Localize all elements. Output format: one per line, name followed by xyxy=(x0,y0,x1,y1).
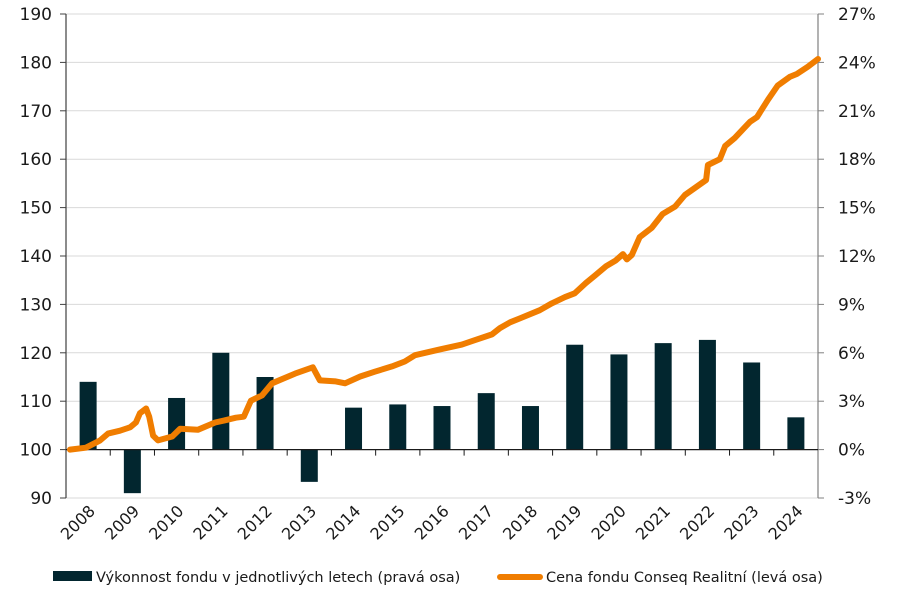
x-tick-label: 2009 xyxy=(101,501,143,543)
price-line xyxy=(67,56,821,453)
left-tick-label: 110 xyxy=(20,392,52,412)
left-tick-label: 170 xyxy=(20,102,52,122)
right-tick-label: 3% xyxy=(838,392,865,412)
x-tick-label: 2021 xyxy=(632,501,674,543)
x-tick-label: 2013 xyxy=(278,501,320,543)
left-tick-label: 120 xyxy=(20,344,52,364)
left-tick-label: 160 xyxy=(20,150,52,170)
left-tick-label: 130 xyxy=(20,295,52,315)
right-tick-label: 6% xyxy=(838,344,865,364)
x-tick-label: 2019 xyxy=(543,501,585,543)
legend-label-line: Cena fondu Conseq Realitní (levá osa) xyxy=(546,570,823,586)
right-tick-label: -3% xyxy=(838,489,871,509)
right-axis-ticks: -3% 0% 3% 6% 9% 12% 15% 18% 21% 24% 27% xyxy=(818,5,876,509)
left-axis-ticks: 90 100 110 120 130 140 150 160 170 180 190 xyxy=(20,5,66,509)
left-tick-label: 150 xyxy=(20,199,52,219)
x-tick-label: 2023 xyxy=(720,501,762,543)
right-tick-label: 15% xyxy=(838,199,876,219)
bar xyxy=(743,362,761,450)
bar xyxy=(123,449,141,494)
left-tick-label: 180 xyxy=(20,53,52,73)
x-tick-label: 2024 xyxy=(764,501,806,543)
bar xyxy=(566,344,584,450)
right-tick-label: 18% xyxy=(838,150,876,170)
x-tick-label: 2010 xyxy=(145,501,187,543)
bar xyxy=(300,449,318,482)
right-tick-label: 21% xyxy=(838,102,876,122)
line-series xyxy=(67,56,821,453)
bar-series xyxy=(79,339,805,494)
bar xyxy=(787,417,805,450)
x-tick-label: 2017 xyxy=(455,501,497,543)
right-tick-label: 12% xyxy=(838,247,876,267)
x-tick-label: 2014 xyxy=(322,501,364,543)
bar xyxy=(521,406,539,450)
left-tick-label: 190 xyxy=(20,5,52,25)
gridlines xyxy=(66,13,818,499)
left-tick-label: 100 xyxy=(20,441,52,461)
x-tick-label: 2020 xyxy=(588,501,630,543)
bar xyxy=(610,354,628,450)
bar xyxy=(345,407,363,450)
bar xyxy=(654,343,672,450)
legend-label-bar: Výkonnost fondu v jednotlivých letech (p… xyxy=(96,570,460,586)
x-tick-label: 2011 xyxy=(189,501,231,543)
bar xyxy=(79,381,97,450)
x-tick-label: 2018 xyxy=(499,501,541,543)
bar xyxy=(212,352,230,450)
right-tick-label: 24% xyxy=(838,53,876,73)
right-tick-label: 9% xyxy=(838,295,865,315)
bar xyxy=(477,393,495,450)
x-tick-label: 2022 xyxy=(676,501,718,543)
right-tick-label: 27% xyxy=(838,5,876,25)
left-tick-label: 140 xyxy=(20,247,52,267)
bar xyxy=(389,404,407,450)
x-axis-ticks: 2008 2009 2010 2011 2012 2013 2014 2015 2016 2017… xyxy=(57,449,807,544)
left-tick-label: 90 xyxy=(30,489,52,509)
bar xyxy=(168,397,186,450)
x-tick-label: 2015 xyxy=(366,501,408,543)
bar xyxy=(698,339,716,450)
bar xyxy=(433,406,451,450)
x-tick-label: 2008 xyxy=(57,501,99,543)
legend: Výkonnost fondu v jednotlivých letech (p… xyxy=(53,570,823,586)
legend-swatch-bar xyxy=(53,571,92,581)
x-tick-label: 2016 xyxy=(411,501,453,543)
x-tick-label: 2012 xyxy=(234,501,276,543)
right-tick-label: 0% xyxy=(838,441,865,461)
